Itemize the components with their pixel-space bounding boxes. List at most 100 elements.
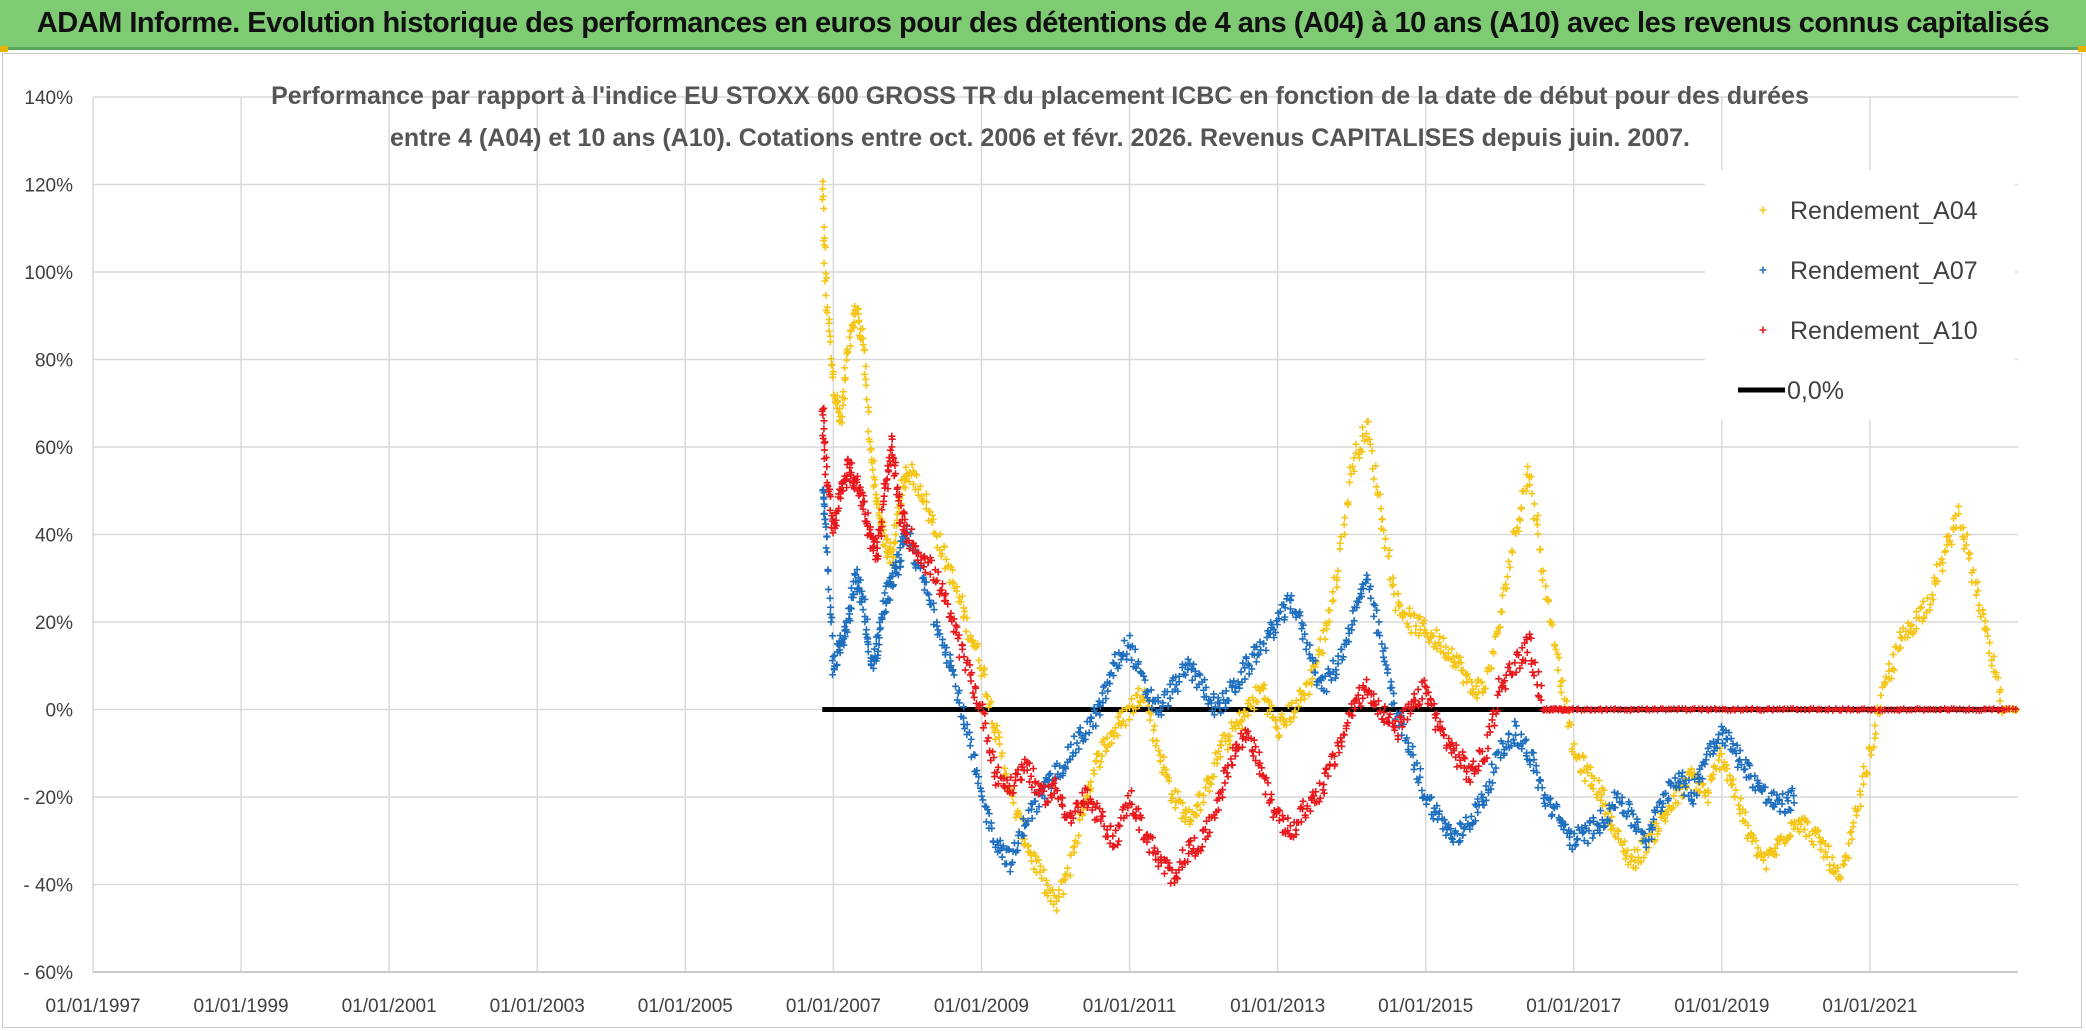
data-point [1464,670,1472,678]
data-point [1229,761,1236,769]
data-point [1051,775,1059,783]
data-point [968,669,976,677]
data-point [1654,827,1662,835]
data-point [863,518,871,526]
data-point [1704,744,1712,752]
data-point [1679,769,1686,777]
data-point [1361,437,1369,445]
data-point [865,435,873,443]
data-point [1193,802,1201,810]
data-point [1486,728,1494,736]
data-point [1904,633,1912,641]
data-point [1608,813,1616,821]
data-point [1754,844,1762,852]
data-point [1135,702,1143,710]
data-point [1038,874,1046,882]
data-point [1527,660,1535,668]
data-point [1590,830,1598,838]
data-point [1427,793,1435,801]
data-point [1852,811,1860,819]
data-point [1036,789,1044,797]
data-point [1370,690,1378,698]
data-point [1597,807,1605,815]
data-point [1508,670,1516,678]
data-point [1834,864,1842,872]
data-point [1459,679,1467,687]
data-point [1135,685,1143,693]
data-point [1391,606,1399,614]
legend-marker [1759,206,1767,214]
data-point [1238,725,1246,733]
data-point [895,491,903,499]
data-point [846,617,854,625]
data-point [1210,773,1218,781]
data-point [981,671,989,679]
data-point [1217,709,1225,717]
data-point [864,648,872,656]
data-point [819,185,827,193]
data-point [1736,756,1744,764]
data-point [1600,823,1608,831]
data-point [820,259,828,267]
data-point [827,603,835,611]
data-point [1359,432,1367,440]
data-point [1050,892,1058,900]
data-point [901,515,909,523]
data-point [1306,807,1314,815]
data-point [820,510,828,518]
data-point [1132,705,1140,713]
data-point [1490,649,1498,657]
data-point [1665,795,1673,803]
data-point [1498,608,1506,616]
data-point [1334,660,1342,668]
data-point [1025,841,1033,849]
data-point [822,269,830,277]
data-point [1534,511,1542,519]
data-point [1375,618,1383,626]
data-point [1704,799,1712,807]
data-point [1691,775,1699,783]
data-point [1659,799,1667,807]
data-point [1128,656,1136,664]
data-point [1252,757,1260,765]
data-point [1615,827,1623,835]
data-point [1772,851,1780,859]
data-point [1366,440,1374,448]
data-point [1333,576,1341,584]
data-point [1808,837,1816,845]
data-point [1370,600,1378,608]
data-point [1779,790,1787,798]
data-point [834,398,842,406]
data-point [1453,830,1461,838]
data-point [873,544,881,552]
data-point [1341,514,1349,522]
data-point [847,584,855,592]
data-point [1675,784,1683,792]
data-point [917,559,925,567]
data-point [1029,765,1037,773]
data-point [1411,697,1419,705]
data-point [1059,769,1067,777]
data-point [1106,839,1114,847]
data-point [1627,852,1635,860]
data-point [1044,892,1052,900]
data-point [1349,462,1357,470]
data-point [1555,654,1563,662]
data-point [975,656,983,664]
data-point [1732,749,1740,757]
data-point [820,404,828,412]
data-point [1263,710,1271,718]
data-point [1529,668,1537,676]
data-point [1462,671,1470,679]
data-point [1186,660,1194,668]
data-point [1696,765,1704,773]
data-point [1409,742,1417,750]
data-point [1266,797,1274,805]
data-point [1574,705,1582,713]
data-point [1521,657,1529,665]
data-point [1042,876,1050,884]
data-point [1281,604,1289,612]
data-point [1676,777,1684,785]
data-point [1330,752,1338,760]
data-point [1518,745,1526,753]
